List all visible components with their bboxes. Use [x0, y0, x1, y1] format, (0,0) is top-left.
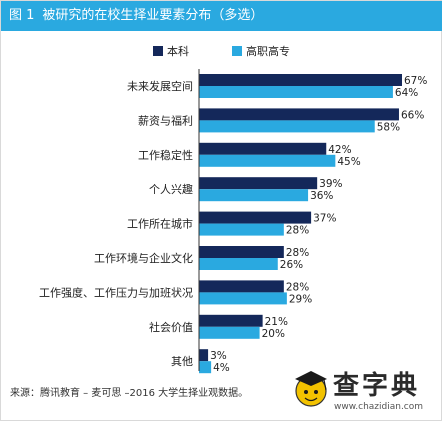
data-label: 20% [262, 328, 285, 340]
data-label: 37% [313, 213, 336, 225]
bar-series-2 [199, 258, 278, 270]
data-label: 26% [280, 259, 303, 271]
data-label: 36% [310, 190, 333, 202]
bar-series-1 [199, 142, 327, 155]
data-label: 28% [286, 281, 309, 293]
category-label: 工作强度、工作压力与加班状况 [39, 285, 193, 299]
bar-series-2 [199, 292, 287, 305]
data-label: 29% [289, 293, 312, 305]
category-label: 个人兴趣 [149, 182, 193, 196]
category-label: 薪资与福利 [138, 113, 193, 127]
bar-series-2 [199, 86, 393, 98]
legend-label-1: 本科 [167, 44, 189, 58]
data-label: 67% [404, 75, 427, 87]
data-label: 28% [286, 247, 309, 259]
data-label: 58% [377, 121, 400, 133]
bar-series-1 [199, 177, 318, 190]
data-label: 64% [395, 87, 418, 99]
bar-series-1 [199, 246, 284, 258]
category-label: 工作环境与企业文化 [94, 251, 193, 265]
figure-title-bar: 图 1 被研究的在校生择业要素分布（多选） [1, 1, 442, 31]
data-label: 28% [286, 225, 309, 237]
bar-series-2 [199, 120, 375, 133]
bar-series-1 [199, 108, 399, 121]
bar-series-1 [199, 211, 312, 224]
source-note: 来源：腾讯教育 – 麦可思 –2016 大学生择业观数据。 [10, 388, 249, 399]
legend-label-2: 高职高专 [246, 44, 290, 58]
category-label: 其他 [171, 355, 193, 368]
bar-series-2 [199, 154, 336, 167]
data-label: 45% [337, 156, 360, 168]
data-label: 21% [265, 316, 288, 328]
bar-series-1 [199, 280, 284, 293]
watermark-url: www.chazidian.com [334, 402, 424, 412]
bar-series-1 [199, 74, 402, 86]
bar-series-1 [199, 349, 209, 362]
category-label: 社会价值 [149, 320, 193, 334]
watermark-logo-icon [295, 371, 327, 407]
bar-series-2 [199, 223, 284, 236]
category-label: 工作所在城市 [127, 217, 193, 231]
category-label: 未来发展空间 [127, 79, 193, 93]
data-label: 42% [328, 144, 351, 156]
bar-series-2 [199, 189, 309, 202]
figure-number: 图 1 [9, 8, 35, 23]
bar-series-2 [199, 326, 260, 339]
bar-series-2 [199, 361, 212, 374]
watermark-text: 查字典 [333, 371, 421, 401]
bar-series-1 [199, 314, 263, 327]
figure-title: 被研究的在校生择业要素分布（多选） [42, 8, 264, 23]
data-label: 4% [213, 362, 230, 374]
legend-swatch-1 [153, 46, 163, 56]
category-label: 工作稳定性 [138, 148, 193, 162]
data-label: 3% [210, 350, 227, 362]
data-label: 39% [319, 178, 342, 190]
legend-swatch-2 [232, 46, 242, 56]
data-label: 66% [401, 109, 424, 121]
